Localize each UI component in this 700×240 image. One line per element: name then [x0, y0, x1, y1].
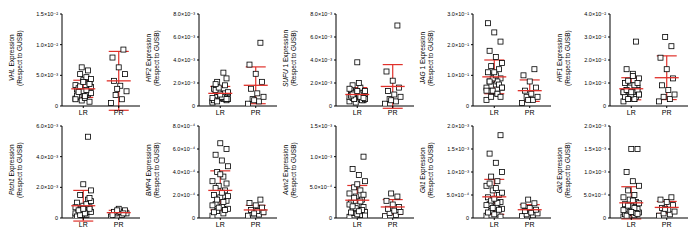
html-text:(Respect to GUSB): (Respect to GUSB)	[564, 142, 571, 198]
svg-text:1.0×10⁻³: 1.0×10⁻³	[447, 169, 469, 175]
svg-text:2.0×10⁻³: 2.0×10⁻³	[310, 80, 332, 86]
svg-text:4.0×10⁻³: 4.0×10⁻³	[173, 57, 195, 63]
svg-text:0: 0	[55, 215, 58, 221]
svg-text:2.0×10⁻³: 2.0×10⁻³	[447, 123, 469, 129]
html-text:Expression: Expression	[8, 34, 15, 69]
svg-text:LR: LR	[216, 109, 225, 116]
svg-text:0: 0	[466, 103, 469, 109]
html-text:(Respect to GUSB): (Respect to GUSB)	[16, 142, 23, 198]
svg-text:PR: PR	[525, 221, 535, 228]
svg-text:4.0×10⁻⁴: 4.0×10⁻⁴	[173, 169, 196, 175]
svg-text:LR: LR	[490, 221, 499, 228]
svg-text:1.0×10⁻²: 1.0×10⁻²	[584, 80, 606, 86]
svg-text:4.0×10⁻²: 4.0×10⁻²	[584, 11, 606, 17]
html-text:Ptch1: Ptch1	[8, 178, 15, 196]
svg-text:LR: LR	[353, 109, 362, 116]
svg-text:6.0×10⁻³: 6.0×10⁻³	[36, 123, 58, 129]
svg-text:LR: LR	[627, 109, 636, 116]
svg-text:1.5×10⁻³: 1.5×10⁻³	[447, 146, 469, 152]
html-text:Expression: Expression	[8, 144, 15, 179]
html-text:(Respect to GUSB): (Respect to GUSB)	[153, 30, 160, 86]
svg-text:6.0×10⁻³: 6.0×10⁻³	[173, 34, 195, 40]
svg-text:5.0×10⁻⁴: 5.0×10⁻⁴	[447, 192, 470, 198]
svg-text:3.0×10⁻¹: 3.0×10⁻¹	[447, 11, 469, 17]
svg-text:2.0×10⁻²: 2.0×10⁻²	[584, 57, 606, 63]
svg-text:4.0×10⁻³: 4.0×10⁻³	[36, 154, 58, 160]
svg-text:1.0×10⁻¹: 1.0×10⁻¹	[447, 72, 469, 78]
svg-text:LR: LR	[490, 109, 499, 116]
svg-text:0: 0	[192, 215, 195, 221]
svg-text:LR: LR	[79, 109, 88, 116]
svg-text:1.0×10⁻²: 1.0×10⁻²	[36, 42, 58, 48]
svg-text:PR: PR	[525, 109, 535, 116]
html-text:SUFU: SUFU	[282, 68, 289, 87]
svg-text:4.0×10⁻³: 4.0×10⁻³	[310, 57, 332, 63]
svg-text:8.0×10⁻³: 8.0×10⁻³	[173, 11, 195, 17]
svg-text:0: 0	[329, 103, 332, 109]
svg-text:PR: PR	[662, 109, 672, 116]
svg-text:1.5×10⁻³: 1.5×10⁻³	[584, 146, 606, 152]
svg-text:LR: LR	[216, 221, 225, 228]
svg-text:1.0×10⁻³: 1.0×10⁻³	[584, 169, 606, 175]
svg-text:6.0×10⁻³: 6.0×10⁻³	[310, 34, 332, 40]
html-text:(Respect to GUSB): (Respect to GUSB)	[290, 142, 297, 198]
svg-text:PR: PR	[114, 221, 124, 228]
html-text:HIF2: HIF2	[145, 67, 152, 82]
svg-text:0: 0	[466, 215, 469, 221]
html-text:BMP4: BMP4	[145, 178, 152, 196]
html-text:(Respect to GUSB): (Respect to GUSB)	[564, 30, 571, 86]
html-text:Expression: Expression	[419, 147, 426, 182]
svg-text:0: 0	[329, 215, 332, 221]
svg-text:1.5×10⁻³: 1.5×10⁻³	[310, 123, 332, 129]
svg-text:2.0×10⁻⁴: 2.0×10⁻⁴	[173, 192, 196, 198]
svg-text:0: 0	[603, 215, 606, 221]
svg-text:0: 0	[192, 103, 195, 109]
html-text:1 Expression: 1 Expression	[419, 32, 426, 72]
svg-text:3.0×10⁻²: 3.0×10⁻²	[584, 34, 606, 40]
html-text:(Respect to GUSB): (Respect to GUSB)	[290, 30, 297, 86]
html-text:1 Expression: 1 Expression	[282, 29, 289, 69]
html-text:HIF1: HIF1	[556, 67, 563, 82]
svg-text:PR: PR	[114, 109, 124, 116]
svg-text:2.0×10⁻³: 2.0×10⁻³	[36, 184, 58, 190]
html-text:Expression: Expression	[145, 34, 152, 68]
html-text:VHL: VHL	[8, 68, 15, 82]
svg-text:8.0×10⁻³: 8.0×10⁻³	[310, 11, 332, 17]
svg-text:0: 0	[55, 103, 58, 109]
svg-text:2.0×10⁻¹: 2.0×10⁻¹	[447, 42, 469, 48]
html-text:JAG: JAG	[419, 71, 426, 84]
html-text:(Respect to GUSB): (Respect to GUSB)	[16, 30, 23, 86]
svg-text:0: 0	[603, 103, 606, 109]
svg-text:PR: PR	[388, 221, 398, 228]
html-text:Expression: Expression	[556, 147, 563, 182]
svg-text:5.0×10⁻³: 5.0×10⁻³	[36, 72, 58, 78]
svg-text:8.0×10⁻⁴: 8.0×10⁻⁴	[173, 123, 196, 129]
svg-text:1.0×10⁻³: 1.0×10⁻³	[310, 154, 332, 160]
svg-text:LR: LR	[627, 221, 636, 228]
html-text:Expression: Expression	[282, 144, 289, 179]
html-text:Expression: Expression	[556, 34, 563, 68]
html-text:Expression: Expression	[145, 144, 152, 179]
html-text:(Respect to GUSB): (Respect to GUSB)	[427, 142, 434, 198]
svg-text:LR: LR	[353, 221, 362, 228]
svg-text:1.5×10⁻²: 1.5×10⁻²	[36, 11, 58, 17]
svg-text:PR: PR	[662, 221, 672, 228]
html-text:Gli2: Gli2	[556, 181, 563, 193]
svg-text:LR: LR	[79, 221, 88, 228]
svg-text:PR: PR	[251, 109, 261, 116]
svg-text:2.0×10⁻³: 2.0×10⁻³	[173, 80, 195, 86]
svg-text:5.0×10⁻⁴: 5.0×10⁻⁴	[584, 192, 607, 198]
html-text:(Respect to GUSB): (Respect to GUSB)	[153, 142, 160, 198]
svg-text:2.0×10⁻³: 2.0×10⁻³	[584, 123, 606, 129]
svg-text:PR: PR	[251, 221, 261, 228]
html-text:Gli1: Gli1	[419, 181, 426, 193]
svg-text:5.0×10⁻⁴: 5.0×10⁻⁴	[310, 184, 333, 190]
svg-text:6.0×10⁻⁴: 6.0×10⁻⁴	[173, 146, 196, 152]
svg-text:PR: PR	[388, 109, 398, 116]
html-text:Axin2: Axin2	[282, 178, 289, 196]
html-text:(Respect to GUSB): (Respect to GUSB)	[427, 30, 434, 86]
